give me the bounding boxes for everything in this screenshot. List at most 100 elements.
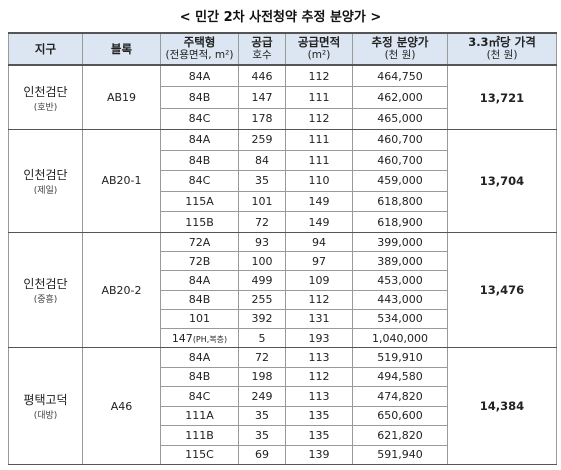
cell: 84A	[160, 347, 239, 368]
block-cell: AB19	[82, 64, 161, 130]
cell-text: 101	[189, 312, 210, 326]
cell: 113	[285, 386, 353, 407]
cell: 115B	[160, 211, 239, 233]
table-row: 평택고덕 (대방) A46 84A 72 113 519,910 14,384	[8, 347, 557, 466]
cell-text: 115A	[185, 195, 214, 209]
header-cell: 주택형 (전용면적, m²)	[160, 32, 239, 66]
cell: 459,000	[352, 170, 448, 192]
header-cell: 블록	[82, 32, 161, 66]
cell-text: 84A	[188, 350, 211, 364]
cell-text: 115C	[185, 448, 214, 462]
cell: 135	[285, 405, 353, 427]
table-body: 인천검단 (호반) AB19 84A 446 112 464,750 13,721 84B 147…	[8, 64, 557, 466]
cell-text: 69	[255, 448, 269, 462]
cell-text: 84B	[188, 293, 211, 307]
header-text: 주택형	[183, 35, 216, 49]
header-text: 블록	[110, 41, 133, 56]
cell: 460,700	[352, 129, 448, 151]
header-row: 지구 블록 주택형 (전용면적, m²) 공급 호수 공급면적 (m²) 추정 분양가 (천 원)…	[8, 32, 557, 66]
cell: 650,600	[352, 405, 448, 427]
builder: (대방)	[33, 411, 58, 422]
table-row: 인천검단 (중흥) AB20-2 72A 93 94 399,000 13,476	[8, 231, 557, 349]
cell: 147(PH,복층)	[160, 327, 239, 349]
unit-price-cell: 13,476	[447, 231, 557, 349]
cell-text: 147	[251, 90, 273, 104]
cell: 84A	[160, 270, 239, 291]
cell: 69	[238, 444, 286, 466]
cell-text: 519,910	[377, 350, 423, 364]
cell: 111	[285, 149, 353, 172]
cell: 618,900	[352, 211, 448, 233]
cell-text: 84B	[188, 370, 211, 384]
cell: 93	[238, 231, 286, 253]
cell-text: 135	[308, 409, 330, 423]
cell: 112	[285, 289, 353, 310]
cell: 147	[238, 86, 286, 109]
cell: 1,040,000	[352, 327, 448, 349]
cell: 84C	[160, 170, 239, 192]
cell: 115C	[160, 444, 239, 466]
header-subtext: (천 원)	[486, 49, 518, 61]
cell-text: 115B	[185, 215, 214, 229]
header-cell: 추정 분양가 (천 원)	[352, 32, 448, 66]
cell-text: 392	[251, 312, 273, 326]
cell: 618,800	[352, 190, 448, 213]
table-row: 115C 69 139 591,940	[9, 444, 557, 466]
cell: 101	[238, 190, 286, 213]
cell-text: 499	[251, 273, 273, 287]
cell-text: 618,900	[377, 215, 423, 229]
table-row: 인천검단 (호반) AB19 84A 446 112 464,750 13,721	[8, 64, 557, 130]
cell: 84B	[160, 366, 239, 388]
header-subtext: 호수	[252, 49, 272, 61]
cell: 249	[238, 386, 286, 407]
cell: 591,940	[352, 444, 448, 466]
cell: 494,580	[352, 366, 448, 388]
cell: 72	[238, 347, 286, 368]
cell-text: 100	[251, 254, 273, 268]
cell-text: 618,800	[377, 195, 423, 209]
cell-text: 147	[171, 331, 193, 345]
cell: 111A	[160, 405, 239, 427]
table-row: 115A 101 149 618,800	[9, 190, 557, 213]
district-cell: 인천검단 (호반)	[8, 64, 83, 130]
cell: 84B	[160, 86, 239, 109]
cell-text: 443,000	[377, 293, 423, 307]
cell-text: 534,000	[377, 312, 423, 326]
cell-text: 139	[308, 448, 330, 462]
cell: 72B	[160, 251, 239, 272]
cell-text: 84A	[188, 273, 211, 287]
cell: 499	[238, 270, 286, 291]
header-text: 공급	[251, 35, 273, 49]
cell: 462,000	[352, 86, 448, 109]
header-text: 3.3㎡당 가격	[468, 35, 536, 49]
cell: 139	[285, 444, 353, 466]
cell-text: 72A	[188, 235, 211, 249]
builder: (제일)	[33, 185, 58, 196]
block-cell: AB20-2	[82, 231, 161, 349]
header-cell: 공급면적 (m²)	[285, 32, 353, 66]
cell: 399,000	[352, 231, 448, 253]
cell-text: 474,820	[377, 389, 423, 403]
header-subtext: (천 원)	[384, 49, 416, 61]
cell: 392	[238, 308, 286, 329]
cell: 178	[238, 107, 286, 130]
cell: 72A	[160, 231, 239, 253]
cell-text: 135	[308, 428, 330, 442]
cell: 149	[285, 190, 353, 213]
cell: 198	[238, 366, 286, 388]
cell-text: 621,820	[377, 428, 423, 442]
cell-text: 5	[258, 331, 266, 345]
cell-text: 72	[255, 350, 269, 364]
cell-text: 101	[251, 195, 273, 209]
title: < 민간 2차 사전청약 추정 분양가 >	[179, 10, 382, 25]
cell-text: 249	[251, 389, 273, 403]
table-row: 84B 147 111 462,000	[9, 86, 557, 109]
cell-text: 131	[308, 312, 330, 326]
cell-text: 591,940	[377, 448, 423, 462]
header-text: 추정 분양가	[371, 35, 429, 49]
cell-text: 113	[308, 350, 330, 364]
cell: 443,000	[352, 289, 448, 310]
cell: 5	[238, 327, 286, 349]
table-row: 84C 249 113 474,820	[9, 386, 557, 407]
cell: 149	[285, 211, 353, 233]
